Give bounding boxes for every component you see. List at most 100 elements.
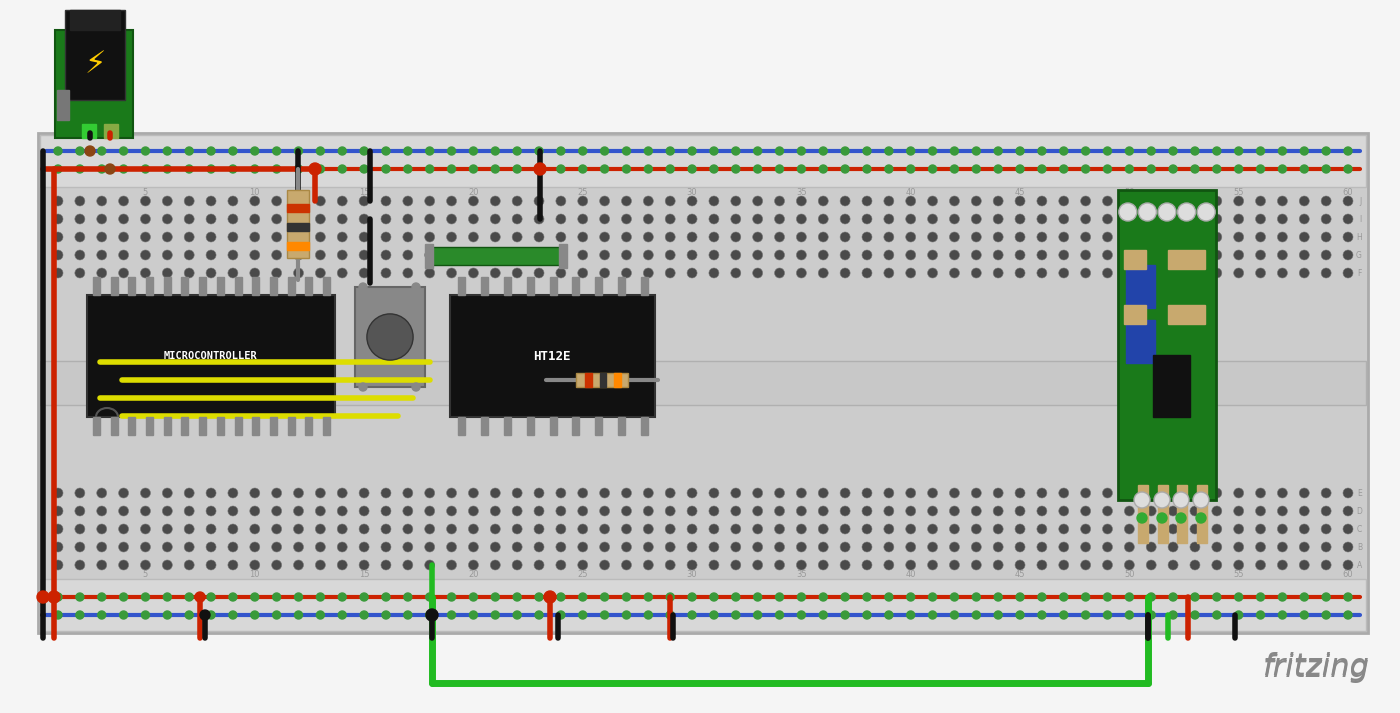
Bar: [288, 417, 295, 435]
Circle shape: [883, 542, 893, 552]
Circle shape: [1015, 250, 1025, 260]
Circle shape: [797, 268, 806, 278]
Circle shape: [949, 214, 959, 224]
Circle shape: [337, 524, 347, 534]
Circle shape: [906, 488, 916, 498]
Circle shape: [228, 214, 238, 224]
Circle shape: [753, 147, 762, 155]
Circle shape: [1016, 593, 1023, 601]
Circle shape: [97, 196, 106, 206]
Circle shape: [337, 196, 347, 206]
Circle shape: [162, 196, 172, 206]
Circle shape: [973, 147, 980, 155]
Circle shape: [185, 560, 195, 570]
Circle shape: [1299, 506, 1309, 516]
Text: 60: 60: [1343, 570, 1354, 579]
Circle shape: [1037, 250, 1047, 260]
Circle shape: [1301, 165, 1308, 173]
Circle shape: [644, 147, 652, 155]
Circle shape: [1256, 542, 1266, 552]
Circle shape: [141, 593, 150, 601]
Circle shape: [666, 611, 675, 619]
Circle shape: [1081, 506, 1091, 516]
Bar: [617, 277, 624, 295]
Circle shape: [774, 488, 784, 498]
Circle shape: [119, 593, 127, 601]
Circle shape: [140, 488, 150, 498]
Circle shape: [1212, 196, 1222, 206]
Bar: [458, 277, 465, 295]
Circle shape: [599, 196, 609, 206]
Circle shape: [972, 214, 981, 224]
Circle shape: [1169, 611, 1177, 619]
Circle shape: [1299, 524, 1309, 534]
Circle shape: [1277, 560, 1288, 570]
Circle shape: [360, 147, 368, 155]
Bar: [57, 90, 69, 120]
Circle shape: [1277, 196, 1288, 206]
Circle shape: [622, 214, 631, 224]
Circle shape: [1103, 147, 1112, 155]
Circle shape: [249, 524, 260, 534]
Circle shape: [862, 524, 872, 534]
Circle shape: [665, 268, 675, 278]
Circle shape: [1124, 560, 1134, 570]
Circle shape: [140, 506, 150, 516]
Circle shape: [249, 214, 260, 224]
Bar: [146, 277, 153, 295]
Circle shape: [98, 611, 106, 619]
Circle shape: [469, 147, 477, 155]
Circle shape: [315, 506, 325, 516]
Circle shape: [55, 611, 62, 619]
Circle shape: [1343, 488, 1352, 498]
Circle shape: [1102, 542, 1113, 552]
Circle shape: [76, 165, 84, 173]
Circle shape: [140, 214, 150, 224]
Circle shape: [228, 542, 238, 552]
Circle shape: [316, 165, 325, 173]
Text: J: J: [1359, 197, 1362, 205]
Circle shape: [381, 524, 391, 534]
Text: 45: 45: [1015, 188, 1025, 197]
Circle shape: [447, 232, 456, 242]
Bar: [146, 417, 153, 435]
Circle shape: [883, 524, 893, 534]
Circle shape: [732, 165, 739, 173]
Circle shape: [556, 488, 566, 498]
Circle shape: [1301, 611, 1308, 619]
Circle shape: [185, 196, 195, 206]
Circle shape: [1169, 593, 1177, 601]
Circle shape: [1147, 542, 1156, 552]
Circle shape: [840, 214, 850, 224]
Circle shape: [162, 524, 172, 534]
Circle shape: [1060, 593, 1068, 601]
Circle shape: [1257, 165, 1264, 173]
Circle shape: [687, 542, 697, 552]
Text: 40: 40: [906, 570, 916, 579]
Circle shape: [599, 232, 609, 242]
Circle shape: [731, 488, 741, 498]
Circle shape: [1016, 611, 1023, 619]
Circle shape: [53, 524, 63, 534]
Circle shape: [1168, 232, 1177, 242]
Circle shape: [360, 593, 368, 601]
Circle shape: [972, 524, 981, 534]
Circle shape: [228, 524, 238, 534]
Circle shape: [1235, 611, 1243, 619]
Circle shape: [76, 593, 84, 601]
Circle shape: [360, 196, 370, 206]
Circle shape: [1154, 492, 1170, 508]
Circle shape: [185, 268, 195, 278]
Text: F: F: [1358, 269, 1362, 277]
Circle shape: [1257, 611, 1264, 619]
Circle shape: [1235, 593, 1243, 601]
Circle shape: [514, 165, 521, 173]
Circle shape: [249, 250, 260, 260]
Text: HT12E: HT12E: [533, 349, 571, 362]
Circle shape: [731, 542, 741, 552]
Bar: [1119, 190, 1217, 500]
Circle shape: [1147, 147, 1155, 155]
Text: 40: 40: [906, 188, 916, 197]
Circle shape: [381, 232, 391, 242]
Circle shape: [337, 506, 347, 516]
